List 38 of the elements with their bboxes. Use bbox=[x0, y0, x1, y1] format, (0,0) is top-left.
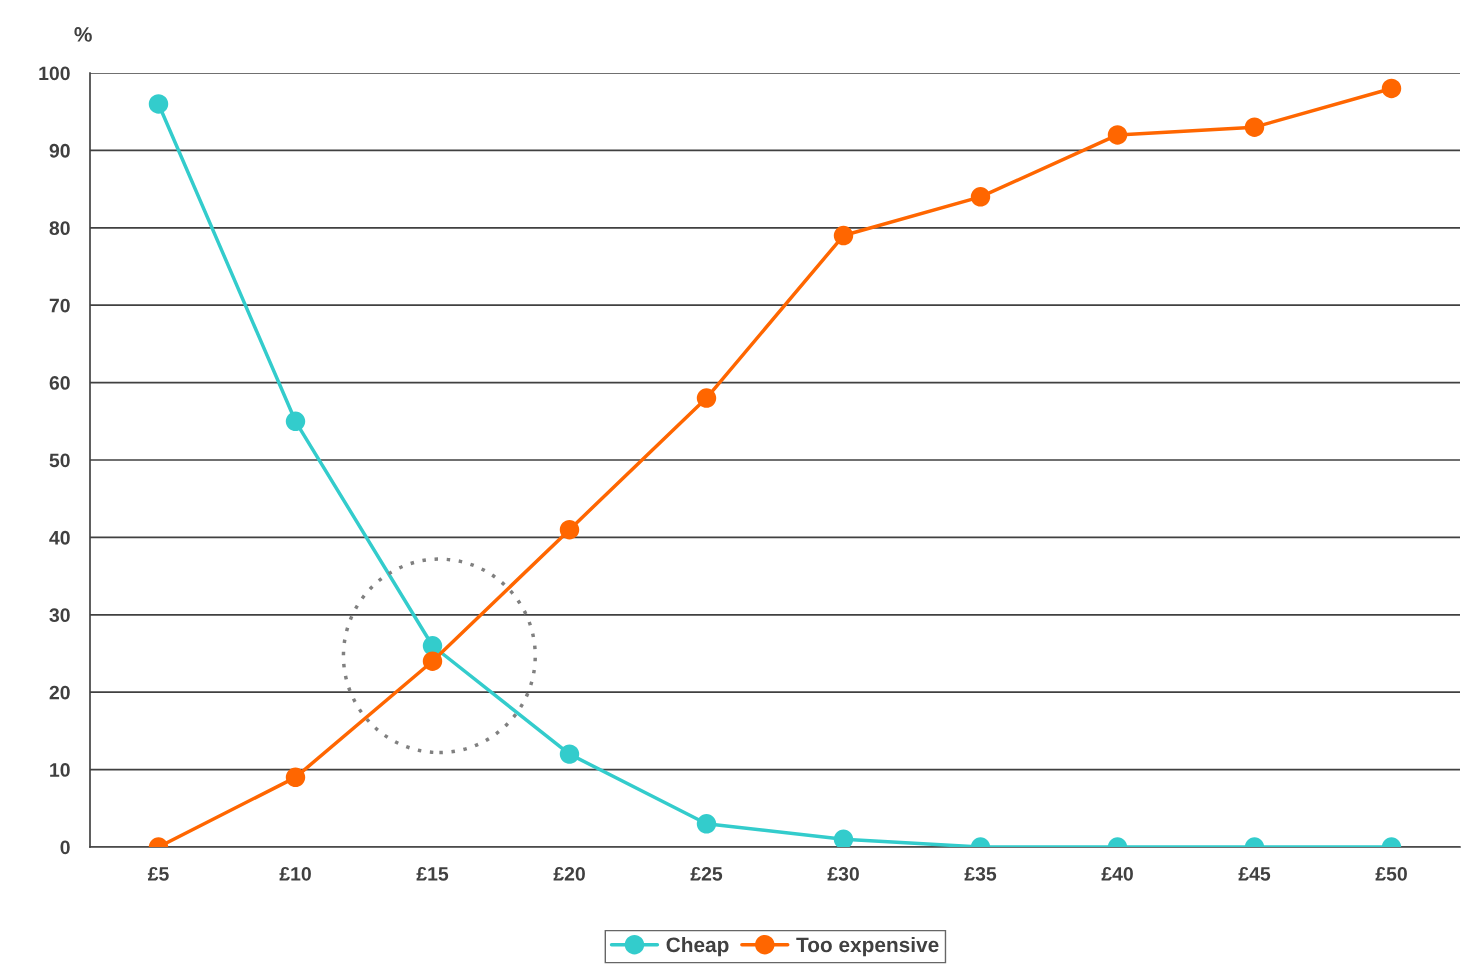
legend-label: Cheap bbox=[666, 936, 729, 957]
x-tick-label: £40 bbox=[1101, 866, 1133, 881]
point bbox=[970, 187, 991, 207]
x-tick-label: £30 bbox=[827, 866, 859, 881]
y-tick-label: 0 bbox=[60, 840, 70, 855]
x-tick-label: £20 bbox=[553, 866, 585, 881]
legend-label: Too expensive bbox=[796, 936, 939, 957]
x-tick-label: £10 bbox=[279, 866, 311, 881]
y-axis-title: % bbox=[74, 27, 92, 42]
y-tick-label: 60 bbox=[49, 376, 70, 390]
point bbox=[1107, 125, 1128, 145]
y-tick-label: 70 bbox=[49, 298, 70, 313]
x-tick-label: £25 bbox=[690, 866, 723, 881]
y-tick-label: 30 bbox=[49, 608, 70, 623]
point bbox=[148, 94, 169, 114]
point bbox=[559, 519, 580, 540]
x-tick-label: £45 bbox=[1238, 866, 1271, 881]
x-tick-label: £35 bbox=[964, 866, 997, 881]
point bbox=[285, 411, 306, 432]
x-tick-label: £5 bbox=[147, 866, 169, 881]
point bbox=[1381, 78, 1402, 99]
y-tick-label: 50 bbox=[49, 453, 70, 468]
y-tick-label: 40 bbox=[49, 530, 70, 545]
y-tick-label: 90 bbox=[49, 143, 70, 158]
point bbox=[696, 388, 717, 408]
point bbox=[833, 225, 854, 246]
x-tick-label: £15 bbox=[416, 866, 449, 881]
point bbox=[559, 744, 580, 764]
x-tick-label: £50 bbox=[1375, 866, 1407, 881]
point bbox=[285, 767, 306, 788]
point bbox=[833, 829, 854, 847]
point bbox=[1244, 117, 1265, 137]
y-tick-label: 80 bbox=[49, 221, 70, 236]
y-tick-label: 20 bbox=[49, 685, 70, 700]
y-tick-label: 100 bbox=[39, 66, 70, 81]
y-tick-label: 10 bbox=[50, 763, 70, 777]
point bbox=[696, 814, 717, 834]
point bbox=[422, 651, 443, 671]
